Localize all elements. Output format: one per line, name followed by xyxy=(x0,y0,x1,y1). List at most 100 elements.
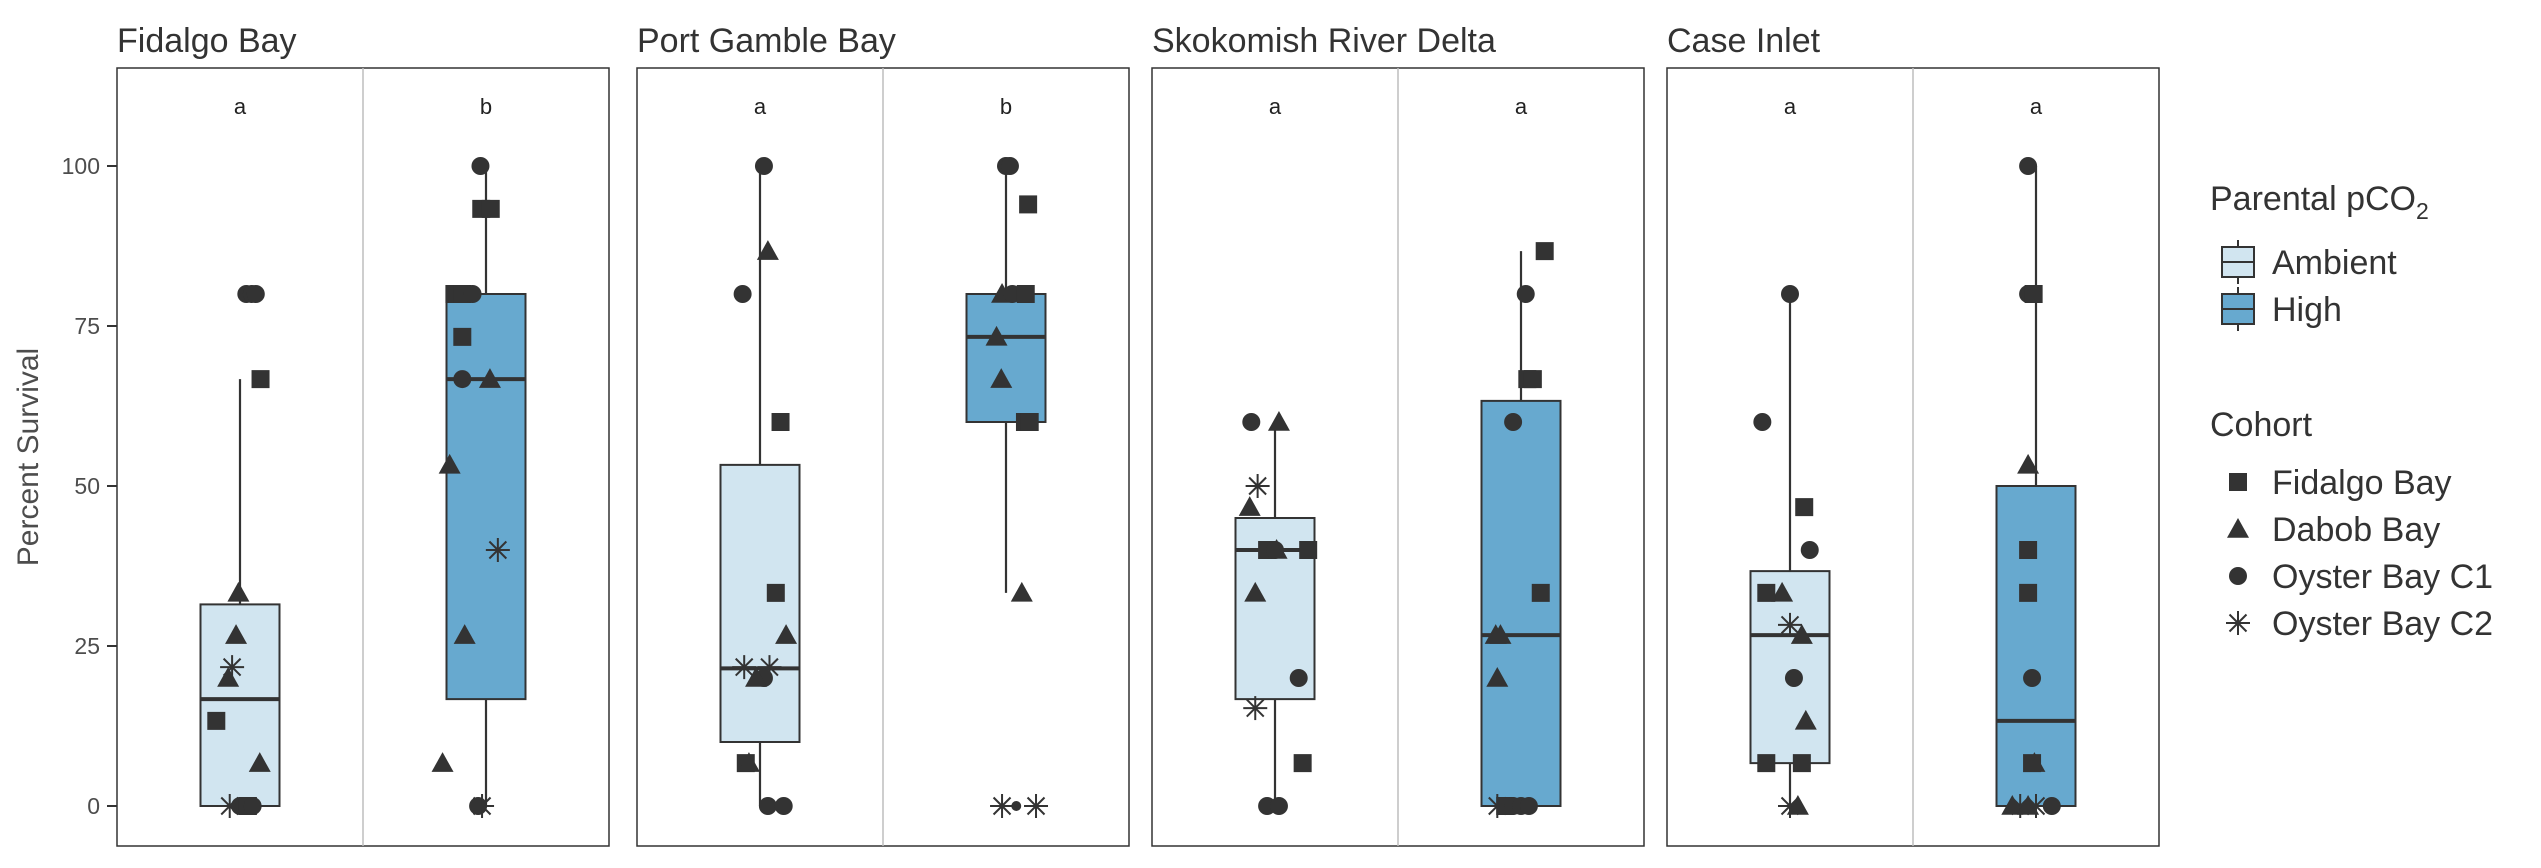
point-asterisk xyxy=(732,655,757,680)
point-circle xyxy=(1516,285,1535,303)
asterisk-stroke xyxy=(472,796,492,816)
point-square xyxy=(453,327,472,346)
facet-title: Case Inlet xyxy=(1667,22,1821,60)
point-circle xyxy=(1519,797,1538,815)
facet-panels: Fidalgo Bay a b Port Gamble Bay a b Skokomish … xyxy=(116,22,2160,847)
point-circle xyxy=(1000,157,1019,175)
facet-title: Skokomish River Delta xyxy=(1152,22,1496,60)
jitter-points xyxy=(1238,242,1554,818)
significance-letter: a xyxy=(2030,94,2043,119)
point-circle xyxy=(463,285,482,303)
point-asterisk xyxy=(757,655,782,680)
y-tick-label: 0 xyxy=(87,793,100,819)
jitter-points xyxy=(1753,157,2061,818)
point-circle xyxy=(774,797,793,815)
y-tick-label: 25 xyxy=(74,633,100,659)
point-circle xyxy=(1289,669,1308,687)
point-triangle xyxy=(225,624,248,644)
y-tick-label: 50 xyxy=(74,473,100,499)
point-circle xyxy=(471,157,490,175)
point-square xyxy=(1795,498,1814,517)
point-triangle xyxy=(737,752,760,772)
point-triangle xyxy=(756,240,779,260)
point-square xyxy=(1535,242,1554,261)
point-circle xyxy=(1504,413,1523,431)
point-square xyxy=(1299,541,1318,559)
asterisk-stroke xyxy=(488,540,508,560)
point-circle xyxy=(1753,413,1772,431)
legend-key-high xyxy=(2221,287,2255,331)
point-triangle xyxy=(1794,709,1817,730)
point-triangle xyxy=(1790,624,1813,644)
point-triangle xyxy=(478,368,501,388)
point-triangle xyxy=(217,667,240,687)
point-asterisk xyxy=(990,794,1015,818)
point-circle xyxy=(453,370,472,389)
point-asterisk xyxy=(2024,794,2048,818)
asterisk-stroke xyxy=(2228,613,2248,633)
facet-port-gamble-bay: Port Gamble Bay a b xyxy=(636,22,1130,847)
point-square xyxy=(251,370,270,389)
point-square xyxy=(1531,583,1550,602)
box-body xyxy=(445,293,527,701)
point-triangle xyxy=(775,624,798,644)
point-circle xyxy=(2229,567,2247,585)
legend-label: Oyster Bay C1 xyxy=(2272,558,2493,596)
point-triangle xyxy=(453,624,476,644)
asterisk-stroke xyxy=(1780,615,1800,635)
asterisk-stroke xyxy=(1248,476,1267,496)
point-square xyxy=(1020,413,1039,431)
significance-letter: a xyxy=(1515,94,1528,119)
facet-fidalgo-bay: Fidalgo Bay a b xyxy=(116,22,610,847)
point-circle xyxy=(1269,797,1288,815)
box-body xyxy=(965,293,1047,423)
point-square xyxy=(1757,754,1776,773)
point-circle xyxy=(2042,797,2061,815)
facet-skokomish-river-delta: Skokomish River Delta a a xyxy=(1151,22,1645,847)
point-square xyxy=(1293,754,1312,773)
facet-title: Port Gamble Bay xyxy=(637,22,896,60)
legend-label: Fidalgo Bay xyxy=(2272,464,2452,502)
point-triangle xyxy=(1010,581,1033,602)
point-circle xyxy=(2019,157,2038,175)
point-square xyxy=(1019,195,1038,214)
point-asterisk xyxy=(485,538,510,562)
y-tick-label: 100 xyxy=(62,153,100,179)
point-triangle xyxy=(1771,581,1794,602)
point-triangle xyxy=(438,453,461,474)
y-axis: 0 25 50 75 100 Percent Survival xyxy=(12,153,117,819)
point-square xyxy=(1757,583,1776,602)
point-circle xyxy=(1266,541,1284,559)
box-high: b xyxy=(445,94,527,806)
legend-key-ambient xyxy=(2221,240,2255,284)
point-square xyxy=(766,583,785,602)
jitter-points xyxy=(207,157,510,818)
point-circle xyxy=(1011,801,1022,811)
point-triangle xyxy=(1244,581,1267,602)
facet-case-inlet: Case Inlet a a xyxy=(1666,22,2160,847)
significance-letter: b xyxy=(1000,94,1012,119)
point-square xyxy=(2229,473,2247,491)
point-triangle xyxy=(431,752,454,772)
legend-label: High xyxy=(2272,291,2342,329)
point-circle xyxy=(754,157,773,175)
point-triangle xyxy=(248,752,271,772)
point-square xyxy=(481,199,500,218)
point-triangle xyxy=(1786,795,1809,815)
point-circle xyxy=(2023,669,2042,687)
legend-label: Oyster Bay C2 xyxy=(2272,605,2493,643)
y-axis-label: Percent Survival xyxy=(12,348,45,566)
point-square xyxy=(207,711,226,730)
point-triangle xyxy=(1486,667,1509,687)
legend-title-fill: Parental pCO2 xyxy=(2210,180,2429,224)
box-body xyxy=(1749,570,1831,765)
facet-title: Fidalgo Bay xyxy=(117,22,297,60)
point-triangle xyxy=(2001,795,2024,815)
asterisk-stroke xyxy=(1246,698,1265,718)
point-square xyxy=(771,413,790,431)
box-body xyxy=(1480,399,1562,807)
legend-label: Dabob Bay xyxy=(2272,511,2440,549)
jitter-points xyxy=(732,157,1049,818)
asterisk-stroke xyxy=(992,796,1012,816)
point-asterisk xyxy=(1024,794,1049,818)
